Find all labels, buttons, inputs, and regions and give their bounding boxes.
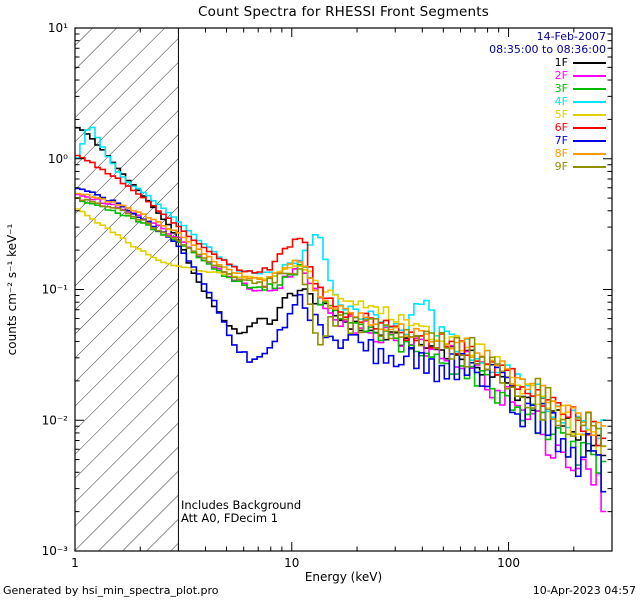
- y-tick-label: 10⁻¹: [42, 283, 69, 297]
- legend-line-swatch: [573, 165, 606, 168]
- legend-label: 9F: [554, 160, 568, 173]
- legend-item-6F: 6F: [555, 121, 606, 134]
- spectrum-line-5F: [75, 208, 607, 456]
- spectrum-line-9F: [75, 197, 607, 447]
- background-note: Includes Background: [181, 498, 302, 512]
- legend-label: 5F: [554, 108, 568, 121]
- legend-line-swatch: [573, 126, 606, 129]
- y-tick-label: 10⁰: [48, 152, 68, 166]
- legend-line-swatch: [573, 100, 606, 103]
- legend-items: 1F 2F 3F 4F 5F 6F 7F 8F 9F: [555, 56, 606, 173]
- y-tick-label: 10⁻²: [42, 413, 69, 427]
- legend-line-swatch: [573, 61, 606, 64]
- y-axis-label: counts cm⁻² s⁻¹ keV⁻¹: [5, 223, 19, 355]
- x-tick-label: 1: [71, 556, 79, 570]
- legend-line-swatch: [573, 74, 606, 77]
- observation-date: 14-Feb-2007: [536, 30, 606, 43]
- legend-item-5F: 5F: [555, 108, 606, 121]
- legend-item-1F: 1F: [555, 56, 606, 69]
- legend-label: 8F: [554, 147, 568, 160]
- legend-line-swatch: [573, 113, 606, 116]
- observation-time-range: 08:35:00 to 08:36:00: [489, 43, 606, 56]
- spectrum-line-6F: [75, 154, 607, 447]
- legend-label: 6F: [554, 121, 568, 134]
- legend-label: 4F: [554, 95, 568, 108]
- legend-label: 2F: [554, 69, 568, 82]
- spectrum-line-8F: [75, 192, 607, 436]
- legend: 14-Feb-2007 08:35:00 to 08:36:00 1F 2F 3F 4…: [489, 30, 606, 173]
- y-tick-label: 10¹: [48, 21, 68, 35]
- spectrum-line-1F: [75, 126, 607, 457]
- x-tick-label: 10: [284, 556, 299, 570]
- plot-annotations: Includes Background Att A0, FDecim 1: [181, 499, 301, 524]
- hatched-attenuated-region: [75, 28, 179, 551]
- page-title: Count Spectra for RHESSI Front Segments: [197, 4, 489, 20]
- legend-item-4F: 4F: [555, 95, 606, 108]
- legend-line-swatch: [573, 87, 606, 90]
- legend-item-8F: 8F: [555, 147, 606, 160]
- legend-line-swatch: [573, 152, 606, 155]
- x-tick-label: 100: [497, 556, 520, 570]
- generator-credit: Generated by hsi_min_spectra_plot.pro: [3, 584, 219, 597]
- legend-label: 1F: [554, 56, 568, 69]
- attenuator-note: Att A0, FDecim 1: [181, 510, 279, 525]
- legend-item-2F: 2F: [555, 69, 606, 82]
- render-timestamp: 10-Apr-2023 04:57: [532, 584, 636, 597]
- legend-item-7F: 7F: [555, 134, 606, 147]
- spectrum-line-2F: [75, 193, 607, 513]
- x-axis-label: Energy (keV): [305, 570, 382, 584]
- legend-line-swatch: [573, 139, 606, 142]
- y-tick-label: 10⁻³: [42, 544, 69, 558]
- axes-and-ticks: 1 10 100 10⁻³ 10⁻² 10⁻¹ 10⁰ 10¹ Energy (keV) coun…: [5, 21, 613, 584]
- spectra-series-lines: [75, 126, 607, 513]
- legend-item-3F: 3F: [555, 82, 606, 95]
- legend-label: 7F: [554, 134, 568, 147]
- legend-label: 3F: [554, 82, 568, 95]
- legend-item-9F: 9F: [555, 160, 606, 173]
